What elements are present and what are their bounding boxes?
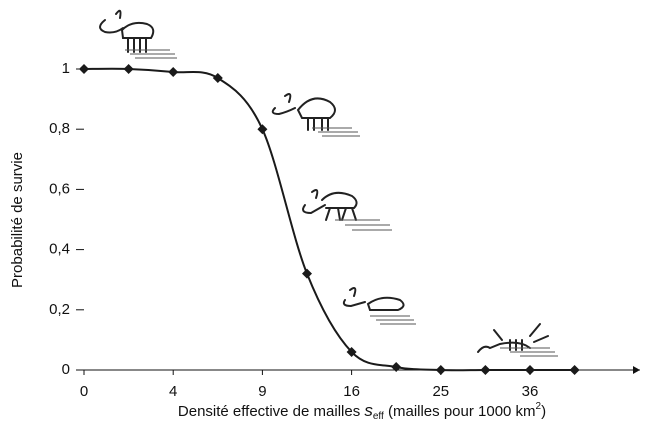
y-tick-label: 0,2 — [49, 301, 70, 318]
x-tick-label: 4 — [169, 383, 177, 400]
animal-icon — [303, 190, 392, 230]
animal-icon — [344, 288, 416, 324]
x-label-text: Densité effective de mailles — [178, 403, 364, 420]
x-axis-arrow — [633, 366, 640, 374]
marker — [436, 365, 446, 375]
marker — [257, 124, 267, 134]
marker — [79, 64, 89, 74]
y-tick-label: 1 — [62, 60, 70, 77]
animal-icon — [100, 11, 177, 58]
marker — [302, 269, 312, 279]
y-tick-label: 0,4 — [49, 241, 70, 258]
x-label-end: ) — [541, 403, 546, 420]
x-axis-label: Densité effective de mailles seff (maill… — [178, 401, 546, 422]
x-tick-label: 36 — [522, 383, 539, 400]
marker — [168, 67, 178, 77]
animal-icon — [273, 94, 360, 136]
marker — [124, 64, 134, 74]
marker — [525, 365, 535, 375]
marker — [213, 73, 223, 83]
x-label-sub: eff — [373, 411, 384, 422]
x-label-unit: (mailles pour 1000 km — [384, 403, 536, 420]
y-tick-label: 0,6 — [49, 180, 70, 197]
marker — [480, 365, 490, 375]
chart: Probabilité de survie Densité effective … — [0, 0, 645, 427]
y-axis-label: Probabilité de survie — [9, 152, 26, 288]
y-tick-label: 0 — [62, 361, 70, 378]
y-tick-label: 0,8 — [49, 120, 70, 137]
x-tick-label: 0 — [80, 383, 88, 400]
marker — [570, 365, 580, 375]
x-tick-label: 25 — [432, 383, 449, 400]
animal-icon — [478, 324, 558, 356]
x-tick-label: 16 — [343, 383, 360, 400]
line — [84, 69, 575, 370]
x-tick-label: 9 — [258, 383, 266, 400]
